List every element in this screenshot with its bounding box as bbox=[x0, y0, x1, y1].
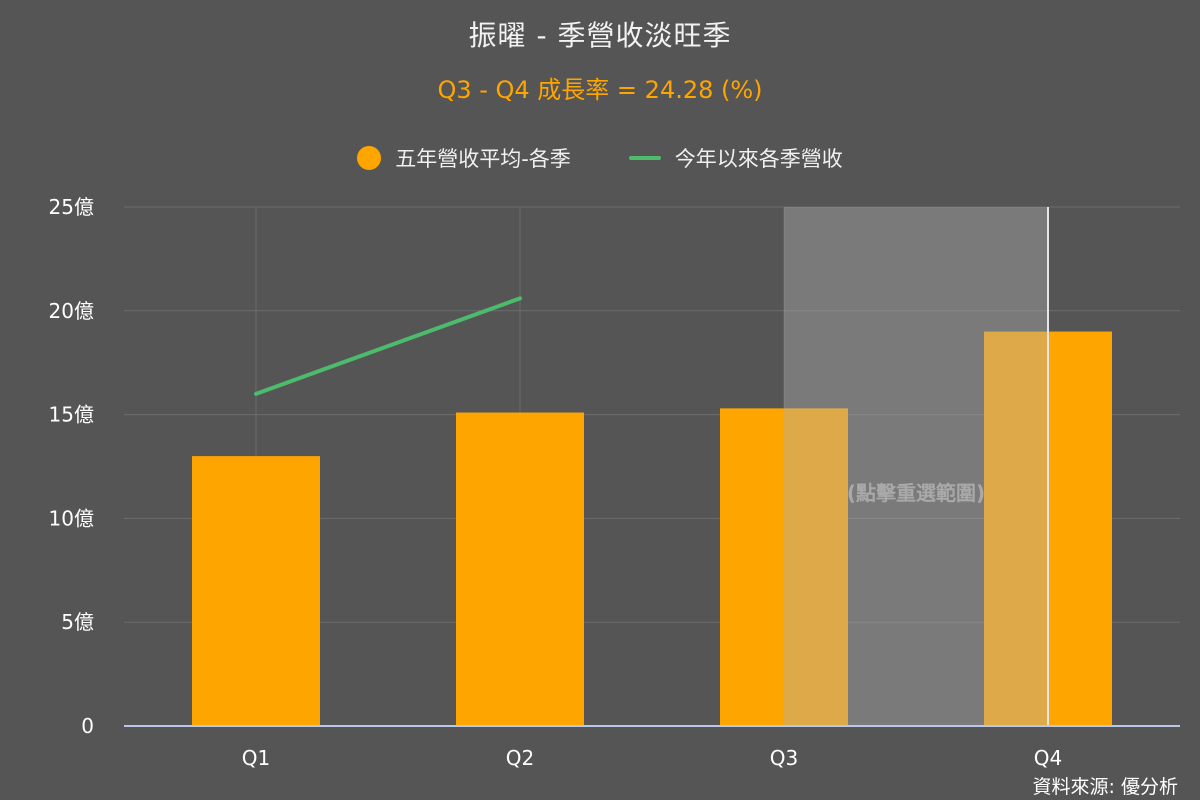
this-year-line bbox=[254, 296, 522, 396]
y-tick-label: 20億 bbox=[49, 299, 94, 323]
growth-rate-subtitle: Q3 - Q4 成長率 = 24.28 (%) bbox=[437, 76, 763, 104]
legend-label-five-year-average: 五年營收平均-各季 bbox=[395, 147, 571, 171]
data-source: 資料來源: 優分析 bbox=[1032, 776, 1178, 798]
legend-line-icon bbox=[628, 156, 661, 160]
legend-label-this-year: 今年以來各季營收 bbox=[674, 147, 843, 171]
this-year-revenue-line bbox=[254, 296, 522, 396]
y-tick-label: 25億 bbox=[49, 195, 94, 219]
y-tick-label: 15億 bbox=[49, 403, 94, 427]
legend-item-this-year[interactable]: 今年以來各季營收 bbox=[628, 143, 843, 173]
legend-circle-icon bbox=[357, 146, 382, 170]
bar-q1 bbox=[191, 456, 321, 726]
x-tick-label: Q4 bbox=[1034, 746, 1062, 770]
x-tick-label: Q3 bbox=[770, 746, 798, 770]
axes: 0 5億 10億 15億 20億 25億 Q1 Q2 Q3 Q4 bbox=[49, 195, 1180, 770]
reset-zoom-button[interactable]: (點擊重選範圍) bbox=[847, 481, 985, 505]
y-tick-label: 5億 bbox=[61, 610, 94, 634]
chart-title: 振曜 - 季營收淡旺季 bbox=[468, 19, 732, 52]
x-tick-label: Q1 bbox=[242, 746, 270, 770]
y-tick-label: 0 bbox=[81, 714, 94, 738]
y-tick-label: 10億 bbox=[49, 506, 94, 530]
bar-q2 bbox=[455, 412, 585, 726]
bar-q3 bbox=[719, 408, 849, 726]
legend-item-five-year-average[interactable]: 五年營收平均-各季 bbox=[357, 143, 571, 173]
selection-range[interactable]: (點擊重選範圍) bbox=[784, 207, 1049, 726]
selection-range-band[interactable] bbox=[784, 207, 1048, 726]
x-tick-label: Q2 bbox=[506, 746, 534, 770]
chart-legend: 五年營收平均-各季 今年以來各季營收 bbox=[0, 143, 1200, 173]
